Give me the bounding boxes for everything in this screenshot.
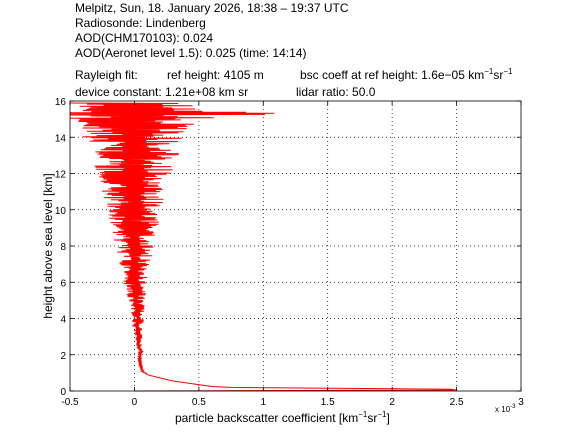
y-axis-label: height above sea level [km] bbox=[41, 173, 55, 318]
x-tick-label: 0.5 bbox=[192, 397, 206, 408]
x-tick-label: 2.5 bbox=[450, 397, 464, 408]
header-device-constant: device constant: 1.21e+08 km sr bbox=[75, 85, 248, 99]
x-tick-label: 1 bbox=[261, 397, 267, 408]
x-tick-label: 3 bbox=[518, 397, 524, 408]
header-bsc-coeff: bsc coeff at ref height: 1.6e−05 km−1sr−… bbox=[300, 67, 513, 82]
header-aod-aeronet: AOD(Aeronet level 1.5): 0.025 (time: 14:… bbox=[75, 46, 306, 60]
y-tick-label: 14 bbox=[55, 133, 67, 144]
y-tick-label: 8 bbox=[60, 242, 66, 253]
x-tick-label: 0 bbox=[132, 397, 138, 408]
y-tick-label: 16 bbox=[55, 97, 67, 108]
header-aod-chm: AOD(CHM170103): 0.024 bbox=[75, 31, 213, 45]
y-tick-label: 0 bbox=[60, 387, 66, 398]
header-lidar-ratio: lidar ratio: 50.0 bbox=[296, 85, 376, 99]
y-tick-label: 4 bbox=[60, 315, 66, 326]
header-ref-height: ref height: 4105 m bbox=[167, 68, 264, 82]
x-axis-label: particle backscatter coefficient [km−1sr… bbox=[175, 410, 390, 425]
y-tick-label: 12 bbox=[55, 170, 67, 181]
header-radiosonde: Radiosonde: Lindenberg bbox=[75, 16, 206, 30]
backscatter-profile-line bbox=[69, 102, 457, 392]
x-tick-label: 1.5 bbox=[321, 397, 335, 408]
x-tick-label: -0.5 bbox=[61, 397, 79, 408]
header-title: Melpitz, Sun, 18. January 2026, 18:38 – … bbox=[75, 1, 349, 15]
header-rayleigh-label: Rayleigh fit: bbox=[75, 68, 138, 82]
plot-area bbox=[69, 102, 457, 392]
y-tick-label: 6 bbox=[60, 278, 66, 289]
x-tick-label: 2 bbox=[389, 397, 395, 408]
x-axis-multiplier: x 10-3 bbox=[495, 404, 516, 414]
y-tick-label: 10 bbox=[55, 206, 67, 217]
y-tick-label: 2 bbox=[60, 351, 66, 362]
